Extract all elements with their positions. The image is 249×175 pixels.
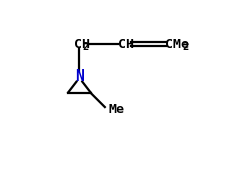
Text: CH: CH (118, 38, 134, 51)
Text: 2: 2 (182, 42, 188, 52)
Text: CMe: CMe (165, 38, 189, 51)
Text: Me: Me (108, 103, 124, 116)
Text: N: N (75, 69, 84, 84)
Text: 2: 2 (82, 42, 89, 52)
Text: CH: CH (74, 38, 90, 51)
